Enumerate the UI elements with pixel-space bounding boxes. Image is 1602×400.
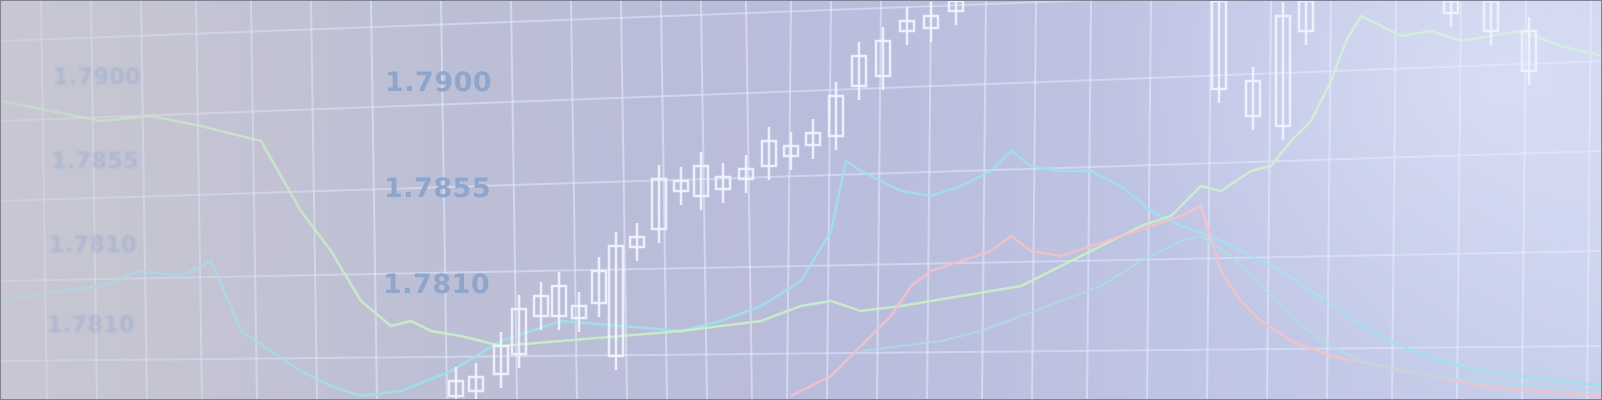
price-label-7: 1.7810 <box>47 313 135 338</box>
grid-vertical-line <box>370 1 378 399</box>
grid-vertical-line <box>1266 1 1272 399</box>
grid-vertical-line <box>745 1 753 399</box>
grid-vertical-line <box>826 1 832 399</box>
grid-vertical-line <box>510 1 518 399</box>
grid-vertical-line <box>1586 1 1592 399</box>
grid-horizontal-line <box>1 1 1096 42</box>
grid-vertical-line <box>140 1 148 399</box>
candlestick-series <box>447 1 1538 399</box>
grid-horizontal-line <box>1 60 1601 122</box>
grid-vertical-lines <box>40 1 1592 399</box>
price-label-3: 1.7810 <box>383 269 491 300</box>
grid-horizontal-line <box>1 150 1601 202</box>
grid-vertical-line <box>981 1 987 399</box>
grid-vertical-line <box>1206 1 1212 399</box>
grid-horizontal-line <box>1 345 1601 362</box>
grid-vertical-line <box>1521 1 1527 399</box>
teal-price-line <box>860 234 1601 392</box>
grid-vertical-line <box>570 1 578 399</box>
grid-vertical-line <box>786 1 792 399</box>
price-label-1: 1.7900 <box>385 67 493 98</box>
grid-vertical-line <box>1391 1 1397 399</box>
grid-vertical-line <box>700 1 708 399</box>
pink-price-line <box>790 204 1601 398</box>
grid-vertical-line <box>876 1 882 399</box>
grid-vertical-line <box>1146 1 1152 399</box>
grid-vertical-line <box>195 1 203 399</box>
grid-vertical-line <box>926 1 932 399</box>
grid-horizontal-line <box>1 250 1601 282</box>
grid-vertical-line <box>310 1 318 399</box>
green-price-line <box>1 14 1601 348</box>
grid-vertical-line <box>90 1 98 399</box>
price-label-5: 1.7855 <box>51 149 139 174</box>
grid-vertical-line <box>1456 1 1462 399</box>
grid-vertical-line <box>1031 1 1037 399</box>
grid-vertical-line <box>1326 1 1332 399</box>
price-label-4: 1.7900 <box>53 65 141 90</box>
grid-vertical-line <box>660 1 668 399</box>
price-label-6: 1.7810 <box>49 233 137 258</box>
grid-vertical-line <box>1086 1 1092 399</box>
price-label-2: 1.7855 <box>384 173 492 204</box>
